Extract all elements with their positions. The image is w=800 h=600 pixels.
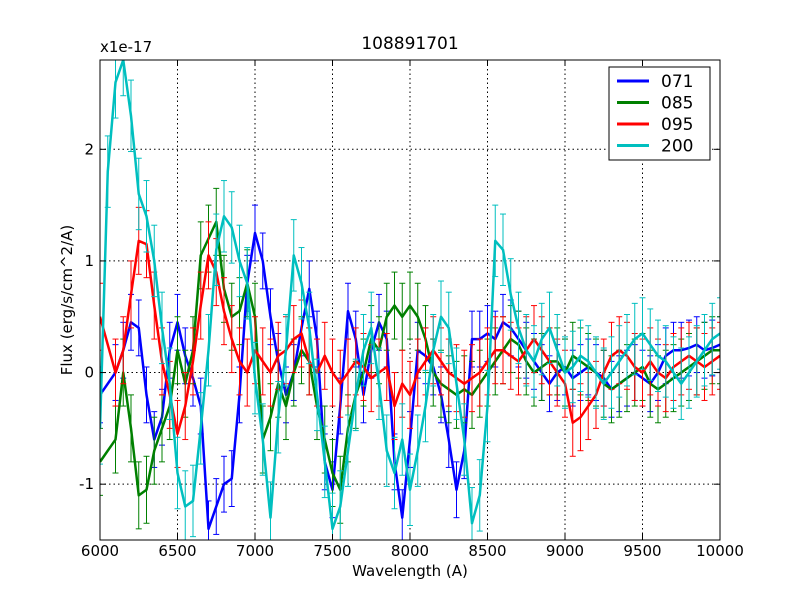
x-tick-label: 6000 [81, 542, 119, 560]
plot-frame [99, 59, 721, 541]
x-tick-label: 7000 [236, 542, 274, 560]
x-tick-label: 7500 [313, 542, 351, 560]
y-axis-label: Flux (erg/s/cm^2/A) [58, 225, 76, 376]
y-tick-label: 0 [84, 364, 94, 382]
legend-label-071: 071 [661, 72, 693, 92]
series-line-200 [100, 60, 720, 531]
x-tick-label: 9000 [546, 542, 584, 560]
y-tick-label: 2 [84, 140, 94, 158]
legend-label-085: 085 [661, 94, 693, 114]
legend-label-095: 095 [661, 115, 693, 135]
x-tick-label: 8500 [468, 542, 506, 560]
x-tick-label: 8000 [391, 542, 429, 560]
series-200 [100, 60, 720, 540]
series-line-095 [100, 239, 720, 436]
y-tick-label: 1 [84, 252, 94, 270]
chart-title: 108891701 [361, 34, 458, 54]
ticks: 6000 6500 7000 7500 8000 8500 9000 9500 10000 -1 0… [79, 60, 744, 560]
x-tick-label: 9500 [623, 542, 661, 560]
x-tick-label: 6500 [158, 542, 196, 560]
series-line-085 [100, 220, 720, 497]
y-offset-label: x1e-17 [100, 38, 152, 56]
y-tick-label: -1 [79, 475, 94, 493]
legend-label-200: 200 [661, 137, 693, 157]
x-axis-label: Wavelength (A) [352, 562, 468, 580]
x-tick-label: 10000 [696, 542, 744, 560]
series-layer [100, 60, 720, 540]
